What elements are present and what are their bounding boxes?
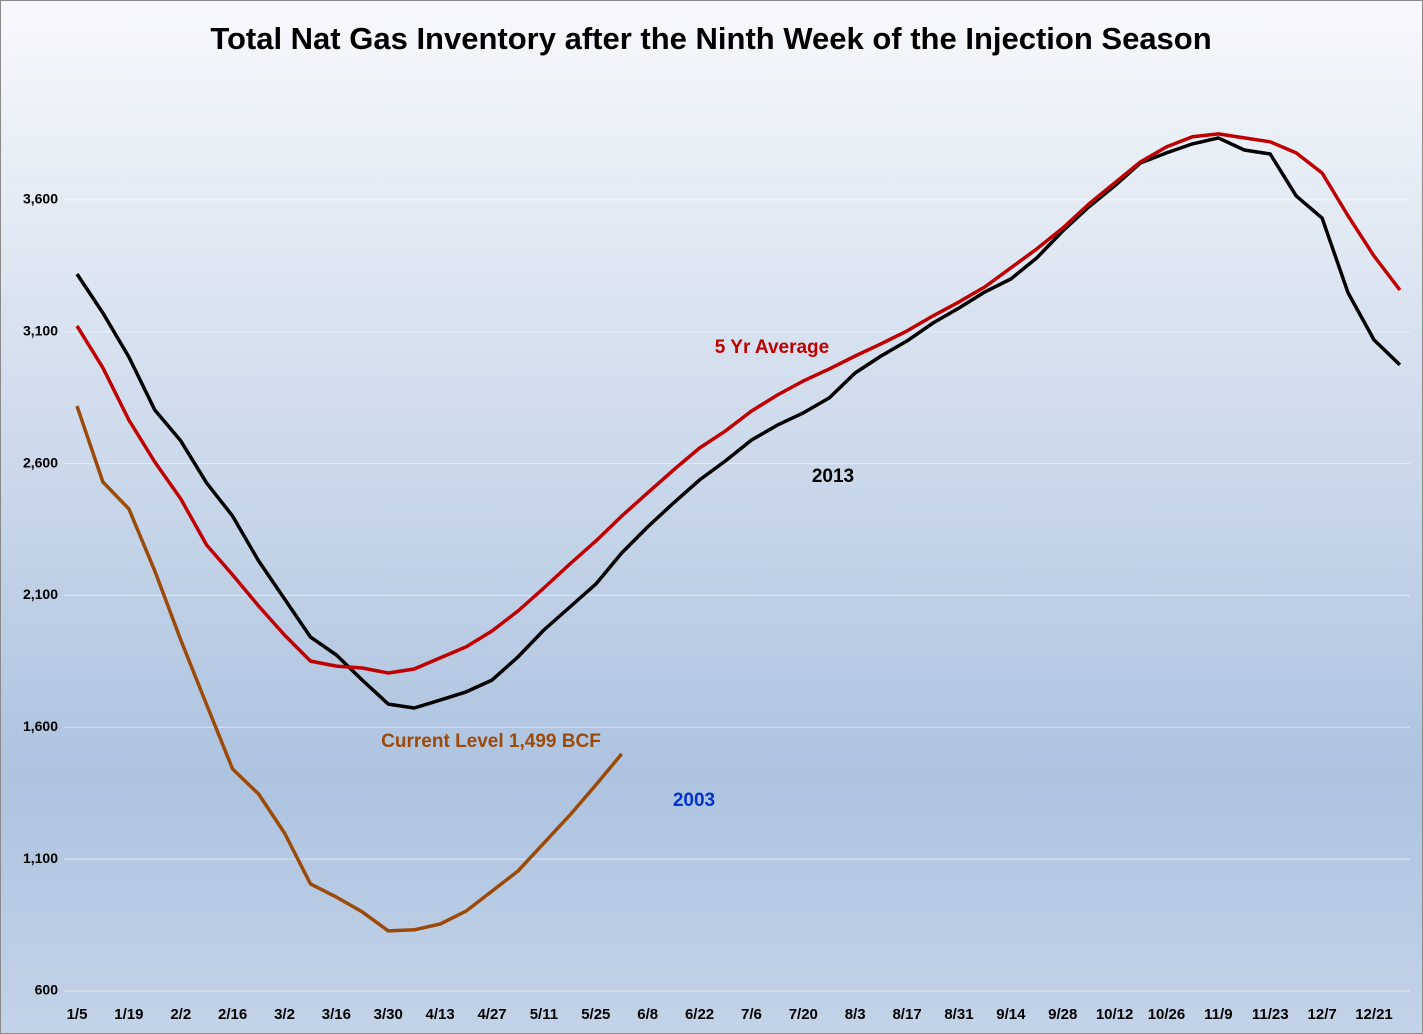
x-tick-label: 3/2 (274, 1006, 295, 1023)
x-tick-label: 12/7 (1308, 1006, 1337, 1023)
x-tick-label: 10/26 (1148, 1006, 1186, 1023)
x-tick-label: 1/5 (67, 1006, 88, 1023)
y-tick-label: 1,100 (23, 850, 58, 866)
y-tick-label: 600 (35, 982, 59, 998)
x-tick-label: 3/16 (322, 1006, 351, 1023)
x-tick-label: 9/28 (1048, 1006, 1077, 1023)
y-tick-label: 1,600 (23, 718, 58, 734)
y-tick-label: 3,100 (23, 322, 58, 338)
x-tick-label: 4/27 (477, 1006, 506, 1023)
x-tick-label: 8/31 (944, 1006, 973, 1023)
annotation: Current Level 1,499 BCF (381, 731, 601, 752)
series-label: 2003 (673, 790, 715, 811)
x-tick-label: 10/12 (1096, 1006, 1134, 1023)
x-tick-label: 2/2 (170, 1006, 191, 1023)
x-tick-label: 7/6 (741, 1006, 762, 1023)
x-tick-label: 5/25 (581, 1006, 610, 1023)
x-tick-label: 8/3 (845, 1006, 866, 1023)
series-label: 2013 (812, 466, 854, 487)
x-tick-label: 8/17 (892, 1006, 921, 1023)
chart-title: Total Nat Gas Inventory after the Ninth … (210, 21, 1211, 56)
y-tick-label: 3,600 (23, 191, 58, 207)
series-line (75, 132, 1402, 675)
series-label: 5 Yr Average (715, 337, 829, 358)
y-tick-label: 2,600 (23, 454, 58, 470)
series-line (75, 405, 624, 933)
y-tick-label: 2,100 (23, 586, 58, 602)
x-tick-label: 3/30 (374, 1006, 403, 1023)
x-tick-label: 6/22 (685, 1006, 714, 1023)
x-tick-label: 4/13 (426, 1006, 455, 1023)
x-tick-label: 1/19 (114, 1006, 143, 1023)
x-tick-label: 5/11 (530, 1006, 558, 1023)
x-tick-label: 12/21 (1355, 1006, 1393, 1023)
x-tick-label: 6/8 (637, 1006, 658, 1023)
x-tick-label: 9/14 (996, 1006, 1026, 1023)
x-tick-label: 11/23 (1252, 1006, 1289, 1023)
x-tick-label: 11/9 (1204, 1006, 1232, 1023)
series-line (75, 136, 1402, 710)
x-tick-label: 2/16 (218, 1006, 247, 1023)
x-tick-label: 7/20 (789, 1006, 818, 1023)
